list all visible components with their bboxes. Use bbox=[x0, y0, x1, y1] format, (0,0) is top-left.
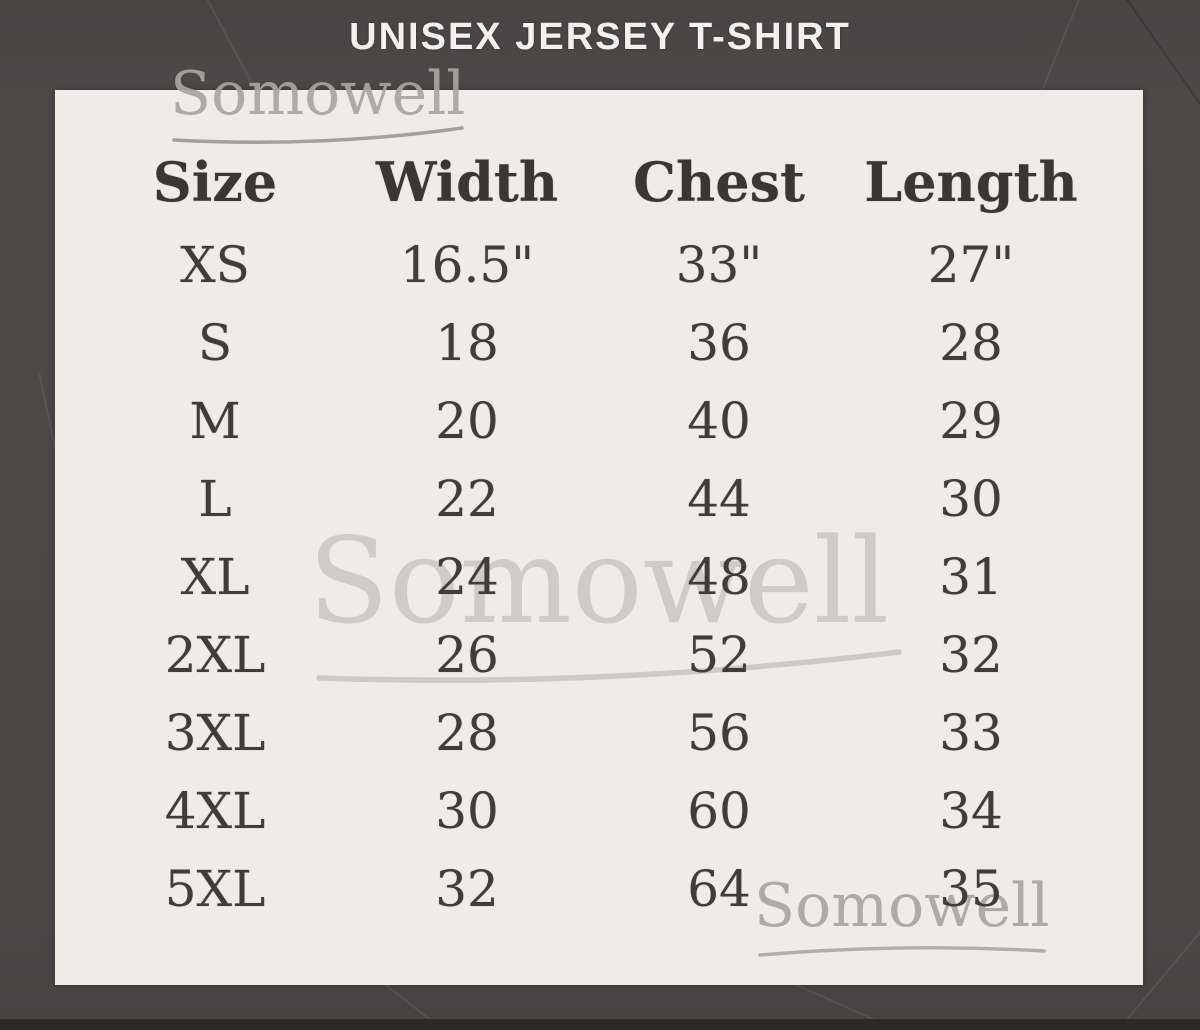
value-cell: 36 bbox=[687, 314, 751, 372]
size-cell: S bbox=[197, 314, 233, 372]
size-cell: 2XL bbox=[164, 626, 266, 684]
value-cell: 44 bbox=[687, 470, 751, 528]
size-cell: L bbox=[198, 470, 232, 528]
size-table: Size Width Chest Length XS 16.5" 33" 27" S 18 36 2… bbox=[89, 138, 1097, 928]
page-title: UNISEX JERSEY T-SHIRT bbox=[349, 16, 851, 58]
value-cell: 31 bbox=[939, 548, 1003, 606]
value-cell: 20 bbox=[435, 392, 499, 450]
size-cell: 5XL bbox=[164, 860, 266, 918]
value-cell: 22 bbox=[435, 470, 499, 528]
value-cell: 32 bbox=[435, 860, 499, 918]
table-row: 5XL 32 64 35 bbox=[89, 850, 1097, 928]
value-cell: 33 bbox=[939, 704, 1003, 762]
value-cell: 30 bbox=[435, 782, 499, 840]
table-row: S 18 36 28 bbox=[89, 304, 1097, 382]
value-cell: 34 bbox=[939, 782, 1003, 840]
table-row: XS 16.5" 33" 27" bbox=[89, 226, 1097, 304]
size-table-rows: XS 16.5" 33" 27" S 18 36 28 M 20 40 29 L 22 44 30 XL 24 48… bbox=[89, 226, 1097, 928]
value-cell: 28 bbox=[939, 314, 1003, 372]
value-cell: 27" bbox=[927, 236, 1015, 294]
column-header-length: Length bbox=[864, 150, 1078, 214]
column-header-chest: Chest bbox=[633, 150, 805, 214]
table-row: M 20 40 29 bbox=[89, 382, 1097, 460]
size-cell: 4XL bbox=[164, 782, 266, 840]
size-chart-card bbox=[55, 90, 1143, 985]
value-cell: 56 bbox=[687, 704, 751, 762]
value-cell: 33" bbox=[675, 236, 763, 294]
value-cell: 26 bbox=[435, 626, 499, 684]
column-header-size: Size bbox=[152, 150, 278, 214]
table-row: L 22 44 30 bbox=[89, 460, 1097, 538]
size-cell: 3XL bbox=[164, 704, 266, 762]
size-cell: M bbox=[189, 392, 241, 450]
table-header-row: Size Width Chest Length bbox=[89, 138, 1097, 226]
value-cell: 40 bbox=[687, 392, 751, 450]
column-header-width: Width bbox=[375, 150, 559, 214]
value-cell: 60 bbox=[687, 782, 751, 840]
value-cell: 18 bbox=[435, 314, 499, 372]
value-cell: 29 bbox=[939, 392, 1003, 450]
value-cell: 32 bbox=[939, 626, 1003, 684]
value-cell: 64 bbox=[687, 860, 751, 918]
bottom-strip bbox=[0, 1019, 1200, 1030]
table-row: 4XL 30 60 34 bbox=[89, 772, 1097, 850]
size-cell: XS bbox=[180, 236, 250, 294]
size-cell: XL bbox=[180, 548, 250, 606]
value-cell: 35 bbox=[939, 860, 1003, 918]
value-cell: 52 bbox=[687, 626, 751, 684]
value-cell: 28 bbox=[435, 704, 499, 762]
table-row: XL 24 48 31 bbox=[89, 538, 1097, 616]
value-cell: 16.5" bbox=[399, 236, 535, 294]
value-cell: 30 bbox=[939, 470, 1003, 528]
table-row: 3XL 28 56 33 bbox=[89, 694, 1097, 772]
value-cell: 24 bbox=[435, 548, 499, 606]
value-cell: 48 bbox=[687, 548, 751, 606]
table-row: 2XL 26 52 32 bbox=[89, 616, 1097, 694]
